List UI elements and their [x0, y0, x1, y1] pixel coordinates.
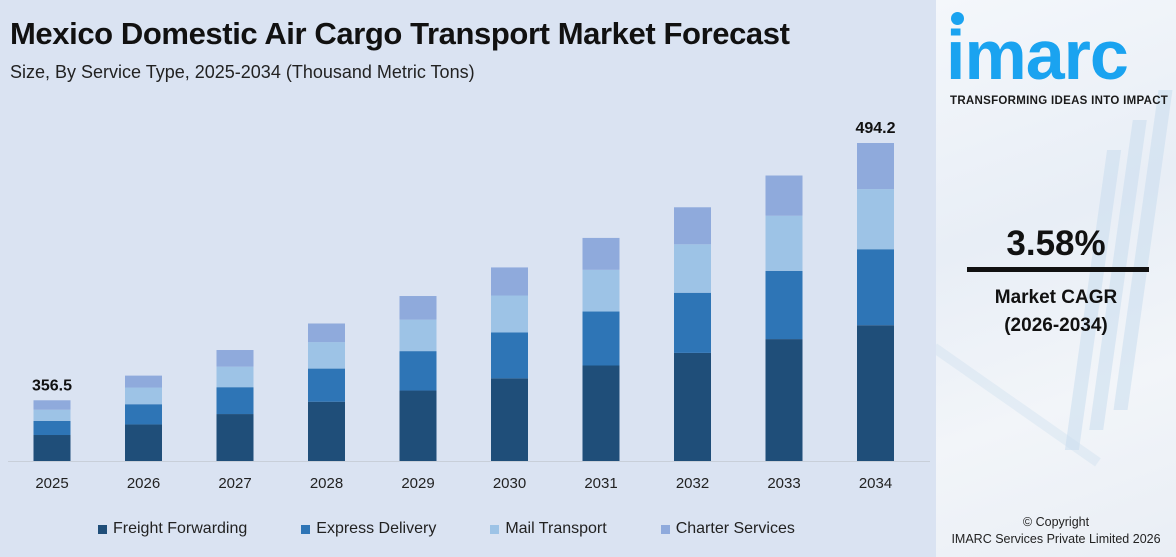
legend-label: Charter Services: [675, 520, 795, 537]
legend-item: Charter Services: [660, 519, 795, 539]
x-tick-label-2025: 2025: [35, 475, 68, 492]
bar-segment-express-delivery-2029: [399, 351, 437, 391]
x-tick-label-2031: 2031: [584, 475, 617, 492]
bar-segment-mail-transport-2027: [216, 366, 254, 388]
chart-title: Mexico Domestic Air Cargo Transport Mark…: [10, 16, 790, 51]
bar-segment-mail-transport-2032: [674, 244, 711, 293]
bar-segment-charter-services-2029: [399, 296, 437, 320]
legend-swatch: [301, 524, 311, 534]
legend-item: Express Delivery: [301, 519, 436, 539]
bar-segment-express-delivery-2027: [216, 387, 254, 415]
cagr-value: 3.58%: [1006, 224, 1106, 263]
x-tick-label-2029: 2029: [401, 475, 434, 492]
bar-segment-express-delivery-2025: [33, 420, 71, 436]
bar-segment-mail-transport-2025: [33, 409, 71, 421]
bar-segment-freight-forwarding-2029: [399, 390, 437, 461]
bar-segment-mail-transport-2031: [582, 269, 620, 312]
bar-segment-freight-forwarding-2026: [125, 424, 162, 461]
bar-segment-mail-transport-2030: [491, 295, 528, 333]
bar-segment-express-delivery-2034: [857, 249, 894, 326]
x-tick-label-2028: 2028: [310, 475, 343, 492]
cagr-label: Market CAGR (2026-2034): [936, 284, 1176, 340]
bar-segment-charter-services-2030: [491, 267, 528, 296]
legend-swatch: [660, 524, 670, 534]
x-tick-label-2027: 2027: [218, 475, 251, 492]
x-tick-label-2033: 2033: [767, 475, 800, 492]
legend-swatch: [98, 524, 107, 534]
x-tick-label-2032: 2032: [676, 475, 709, 492]
bar-segment-mail-transport-2033: [765, 215, 803, 271]
bar-segment-charter-services-2031: [582, 237, 620, 270]
legend-label: Express Delivery: [316, 520, 437, 537]
x-tick-label-2034: 2034: [859, 475, 892, 492]
bar-segment-freight-forwarding-2033: [765, 339, 803, 461]
legend-item: Mail Transport: [490, 519, 607, 539]
legend-item: Freight Forwarding: [98, 519, 247, 539]
legend-swatch: [490, 524, 500, 534]
legend-label: Mail Transport: [505, 520, 607, 537]
bar-segment-charter-services-2032: [674, 207, 711, 245]
copyright: © Copyright IMARC Services Private Limit…: [936, 514, 1176, 548]
copyright-line-1: © Copyright: [1022, 515, 1090, 529]
bar-segment-charter-services-2027: [216, 350, 254, 367]
bar-segment-freight-forwarding-2027: [216, 414, 254, 461]
bar-segment-express-delivery-2028: [308, 368, 345, 402]
bar-segment-express-delivery-2026: [125, 404, 162, 425]
bar-segment-freight-forwarding-2030: [491, 378, 528, 461]
bar-segment-freight-forwarding-2031: [582, 365, 620, 461]
logo-tagline: TRANSFORMING IDEAS INTO IMPACT: [950, 95, 1169, 107]
bar-segment-express-delivery-2032: [674, 292, 711, 353]
x-tick-label-2030: 2030: [493, 475, 526, 492]
bar-segment-mail-transport-2029: [399, 319, 437, 352]
bar-segment-express-delivery-2033: [765, 270, 803, 340]
chart-panel: Mexico Domestic Air Cargo Transport Mark…: [8, 16, 930, 539]
bar-segment-freight-forwarding-2028: [308, 401, 345, 461]
sidebar: imarc TRANSFORMING IDEAS INTO IMPACT 3.5…: [936, 0, 1176, 557]
bar-segment-charter-services-2033: [765, 175, 803, 216]
copyright-line-2: IMARC Services Private Limited 2026: [951, 532, 1161, 546]
x-tick-label-2026: 2026: [127, 475, 160, 492]
bar-segment-freight-forwarding-2032: [674, 352, 711, 461]
bar-segment-charter-services-2034: [857, 143, 894, 190]
legend-label: Freight Forwarding: [113, 520, 248, 537]
divider: [967, 267, 1149, 272]
logo-dot: [951, 12, 964, 25]
bar-segment-charter-services-2026: [125, 375, 162, 388]
total-label-2025: 356.5: [32, 377, 72, 394]
stacked-bar-chart: 2025 356.5 2026 2027 2028 2029 2030 2031 2032 203…: [8, 120, 930, 492]
bar-segment-express-delivery-2030: [491, 332, 528, 379]
bar-segment-mail-transport-2028: [308, 342, 345, 369]
bar-segment-mail-transport-2026: [125, 387, 162, 405]
bar-segment-charter-services-2025: [33, 400, 71, 410]
bar-segment-freight-forwarding-2034: [857, 325, 894, 461]
total-label-2034: 494.2: [855, 120, 895, 137]
legend: Freight Forwarding Express Delivery Mail T…: [98, 519, 849, 539]
bar-segment-express-delivery-2031: [582, 311, 620, 366]
chart-subtitle: Size, By Service Type, 2025-2034 (Thousa…: [10, 62, 475, 82]
cagr-label-text: Market CAGR: [994, 287, 1118, 308]
bar-segment-freight-forwarding-2025: [33, 435, 71, 461]
imarc-logo: imarc: [946, 20, 1128, 90]
cagr-period: (2026-2034): [1004, 315, 1108, 336]
bar-segment-mail-transport-2034: [857, 189, 894, 250]
bar-segment-charter-services-2028: [308, 323, 345, 343]
